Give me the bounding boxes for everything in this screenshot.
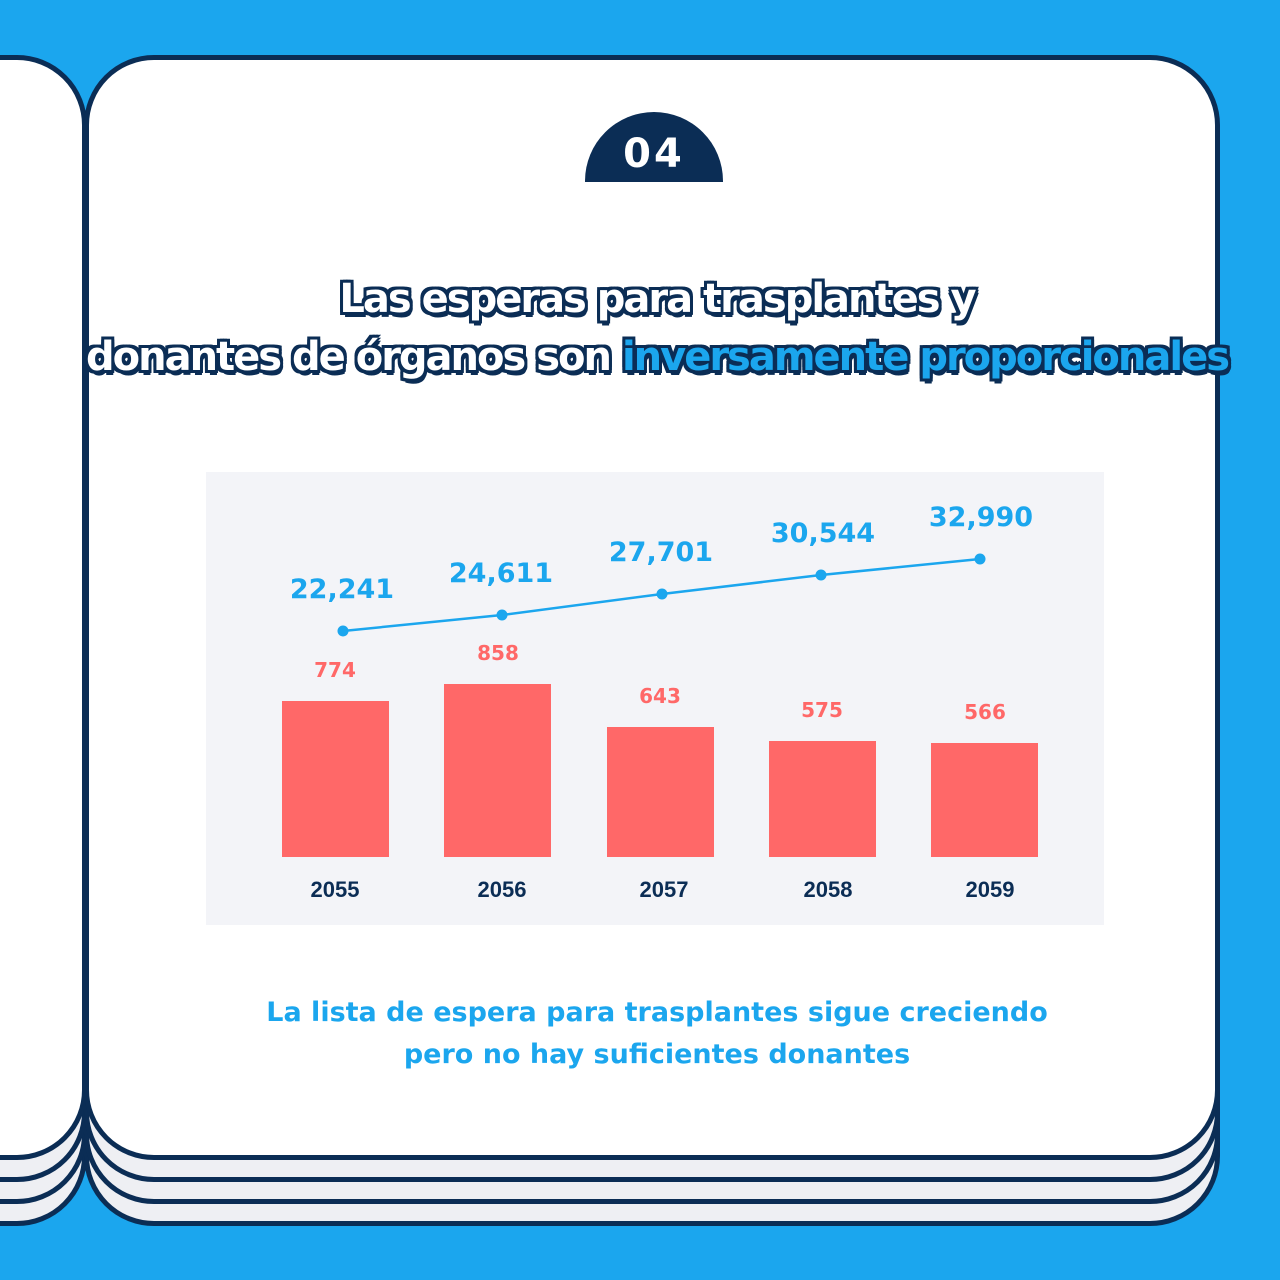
bar-label-2059: 566 xyxy=(964,700,1006,724)
bar-label-2058: 575 xyxy=(801,698,843,722)
bar-2055 xyxy=(282,701,389,857)
line-label-2055: 22,241 xyxy=(289,574,395,605)
x-tick-2056: 2056 xyxy=(477,877,527,902)
x-tick-2058: 2058 xyxy=(803,877,853,902)
line-label-2059: 32,990 xyxy=(928,502,1034,533)
title-line-2: donantes de órganos son inversamente pro… xyxy=(84,334,1230,380)
line-label-2057: 27,701 xyxy=(608,537,714,568)
line-label-2058: 30,544 xyxy=(770,518,876,549)
bar-2059 xyxy=(931,743,1038,857)
caption-line-1: La lista de espera para trasplantes sigu… xyxy=(266,997,1048,1028)
bar-label-2055: 774 xyxy=(314,658,356,682)
title-highlight: inversamente proporcionales xyxy=(621,334,1230,380)
caption-line-2: pero no hay suficientes donantes xyxy=(403,1039,911,1070)
bar-2057 xyxy=(607,727,714,857)
x-tick-2057: 2057 xyxy=(639,877,689,902)
line-label-2056: 24,611 xyxy=(448,558,554,589)
title-line-2-prefix: donantes de órganos son xyxy=(85,334,622,380)
x-tick-2059: 2059 xyxy=(965,877,1015,902)
x-tick-2055: 2055 xyxy=(310,877,360,902)
bar-label-2056: 858 xyxy=(477,641,519,665)
bar-label-2057: 643 xyxy=(639,684,681,708)
title-line-1: Las esperas para trasplantes y xyxy=(339,276,976,322)
bar-2056 xyxy=(444,684,551,857)
bar-2058 xyxy=(769,741,876,857)
